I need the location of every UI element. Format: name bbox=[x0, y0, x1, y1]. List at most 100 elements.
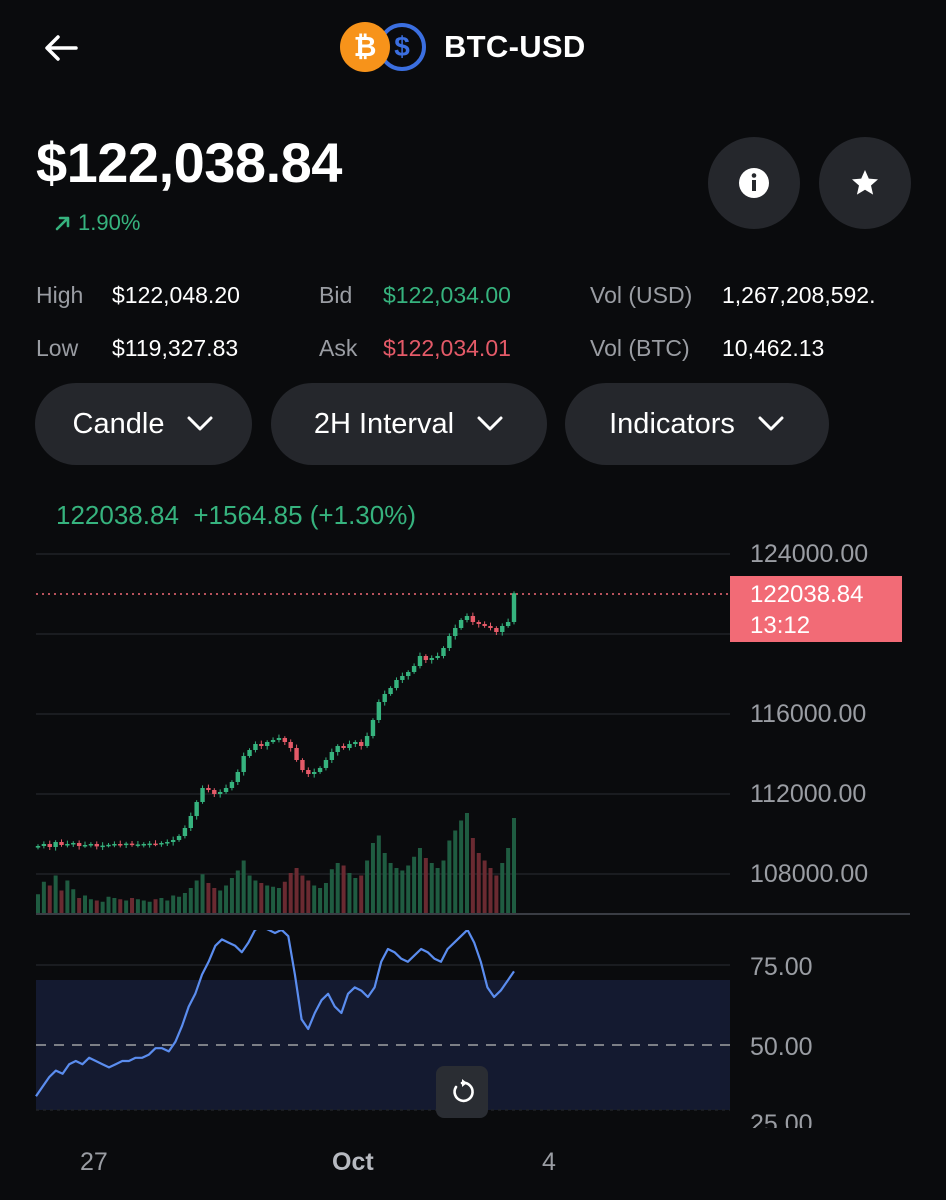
volume-bar bbox=[500, 863, 505, 913]
volume-bar bbox=[71, 889, 76, 913]
candle-body bbox=[223, 788, 229, 792]
candle-body bbox=[406, 672, 411, 676]
candle-body bbox=[194, 802, 199, 816]
volume-bar bbox=[365, 860, 370, 913]
candle-body bbox=[41, 844, 47, 846]
rsi-tick-25: 25.00 bbox=[750, 1110, 813, 1128]
candle-countdown: 13:12 bbox=[750, 612, 811, 639]
volume-bar bbox=[382, 853, 387, 913]
volume-bar bbox=[341, 865, 346, 913]
volume-bar bbox=[47, 885, 52, 913]
candle-body bbox=[65, 844, 70, 846]
x-tick-oct: Oct bbox=[332, 1148, 374, 1176]
volume-bar bbox=[124, 900, 129, 913]
price-tick-108000: 108000.00 bbox=[750, 860, 869, 888]
candle-body bbox=[294, 748, 299, 760]
chevron-down-icon bbox=[187, 416, 213, 431]
candlesticks bbox=[35, 591, 517, 851]
volume-bar bbox=[329, 869, 334, 913]
candle-body bbox=[76, 843, 82, 846]
candle-body bbox=[88, 844, 94, 846]
candle-body bbox=[229, 782, 235, 788]
volume-bar bbox=[159, 898, 164, 913]
candle-body bbox=[159, 843, 164, 845]
volume-bar bbox=[141, 900, 146, 913]
volume-bar bbox=[171, 895, 176, 913]
info-button[interactable] bbox=[708, 137, 800, 229]
vol-usd-value: 1,267,208,592. bbox=[722, 282, 876, 308]
volume-bar bbox=[147, 901, 152, 913]
candle-body bbox=[388, 688, 393, 694]
bid-value: $122,034.00 bbox=[383, 282, 511, 308]
pair-label: BTC-USD bbox=[444, 29, 586, 64]
volume-bar bbox=[441, 860, 446, 913]
chart-legend: 122038.84 +1564.85 (+1.30%) bbox=[56, 500, 416, 531]
volume-bar bbox=[488, 868, 493, 913]
chart-type-dropdown[interactable]: Candle bbox=[35, 383, 252, 465]
volume-bar bbox=[36, 894, 40, 913]
high-label: High bbox=[36, 282, 84, 308]
interval-label: 2H Interval bbox=[313, 407, 455, 440]
last-price-tag-value: 122038.84 bbox=[750, 581, 864, 608]
volume-bar bbox=[353, 878, 358, 913]
candle-body bbox=[276, 738, 282, 740]
volume-bar bbox=[429, 863, 434, 913]
candle-body bbox=[306, 770, 311, 774]
candle-body bbox=[417, 656, 423, 666]
rsi-chart[interactable] bbox=[0, 930, 946, 1135]
price-gridlines bbox=[36, 553, 730, 875]
volume-bar bbox=[100, 901, 105, 913]
volume-bar bbox=[282, 881, 287, 913]
candle-body bbox=[441, 648, 446, 656]
candle-body bbox=[153, 843, 158, 846]
volume-bar bbox=[206, 883, 211, 913]
candle-body bbox=[359, 742, 364, 746]
volume-bar bbox=[112, 898, 117, 913]
candle-body bbox=[500, 626, 505, 632]
volume-bar bbox=[459, 820, 464, 913]
reset-chart-button[interactable] bbox=[436, 1066, 488, 1118]
candle-body bbox=[188, 816, 193, 828]
arrow-up-right-icon bbox=[55, 216, 70, 231]
candle-body bbox=[35, 846, 41, 848]
indicators-dropdown[interactable]: Indicators bbox=[565, 383, 829, 465]
chevron-down-icon bbox=[477, 416, 503, 431]
favorite-button[interactable] bbox=[819, 137, 911, 229]
interval-dropdown[interactable]: 2H Interval bbox=[271, 383, 547, 465]
volume-bar bbox=[417, 848, 422, 913]
price-chart[interactable] bbox=[0, 530, 946, 930]
vol-btc-label: Vol (BTC) bbox=[590, 335, 690, 361]
candle-body bbox=[411, 666, 417, 672]
chevron-down-icon bbox=[758, 416, 784, 431]
volume-bar bbox=[153, 899, 158, 913]
volume-bar bbox=[370, 843, 375, 913]
volume-bar bbox=[83, 895, 88, 913]
back-button[interactable] bbox=[40, 26, 84, 70]
volume-bar bbox=[506, 848, 511, 913]
candle-body bbox=[176, 836, 182, 840]
candle-body bbox=[112, 844, 117, 846]
volume-bar bbox=[482, 860, 487, 913]
vol-usd-label: Vol (USD) bbox=[590, 282, 693, 308]
candle-body bbox=[141, 844, 146, 846]
candle-body bbox=[329, 752, 335, 760]
candle-body bbox=[364, 736, 370, 746]
candle-body bbox=[494, 628, 499, 632]
volume-bar bbox=[476, 853, 481, 913]
ask-value: $122,034.01 bbox=[383, 335, 511, 361]
volume-bar bbox=[212, 888, 217, 913]
pair-title: ₿ $ BTC-USD bbox=[340, 20, 586, 74]
volume-bar bbox=[376, 835, 381, 913]
volume-bar bbox=[300, 875, 305, 913]
x-tick-27: 27 bbox=[80, 1148, 108, 1176]
volume-bar bbox=[53, 875, 58, 913]
volume-bar bbox=[229, 878, 234, 913]
high-value: $122,048.20 bbox=[112, 282, 240, 308]
candle-body bbox=[47, 844, 52, 847]
candle-body bbox=[59, 842, 64, 845]
candle-body bbox=[170, 840, 176, 842]
arrow-left-icon bbox=[45, 35, 78, 61]
volume-bar bbox=[294, 868, 299, 913]
volume-bar bbox=[135, 899, 140, 913]
candle-body bbox=[241, 756, 246, 772]
